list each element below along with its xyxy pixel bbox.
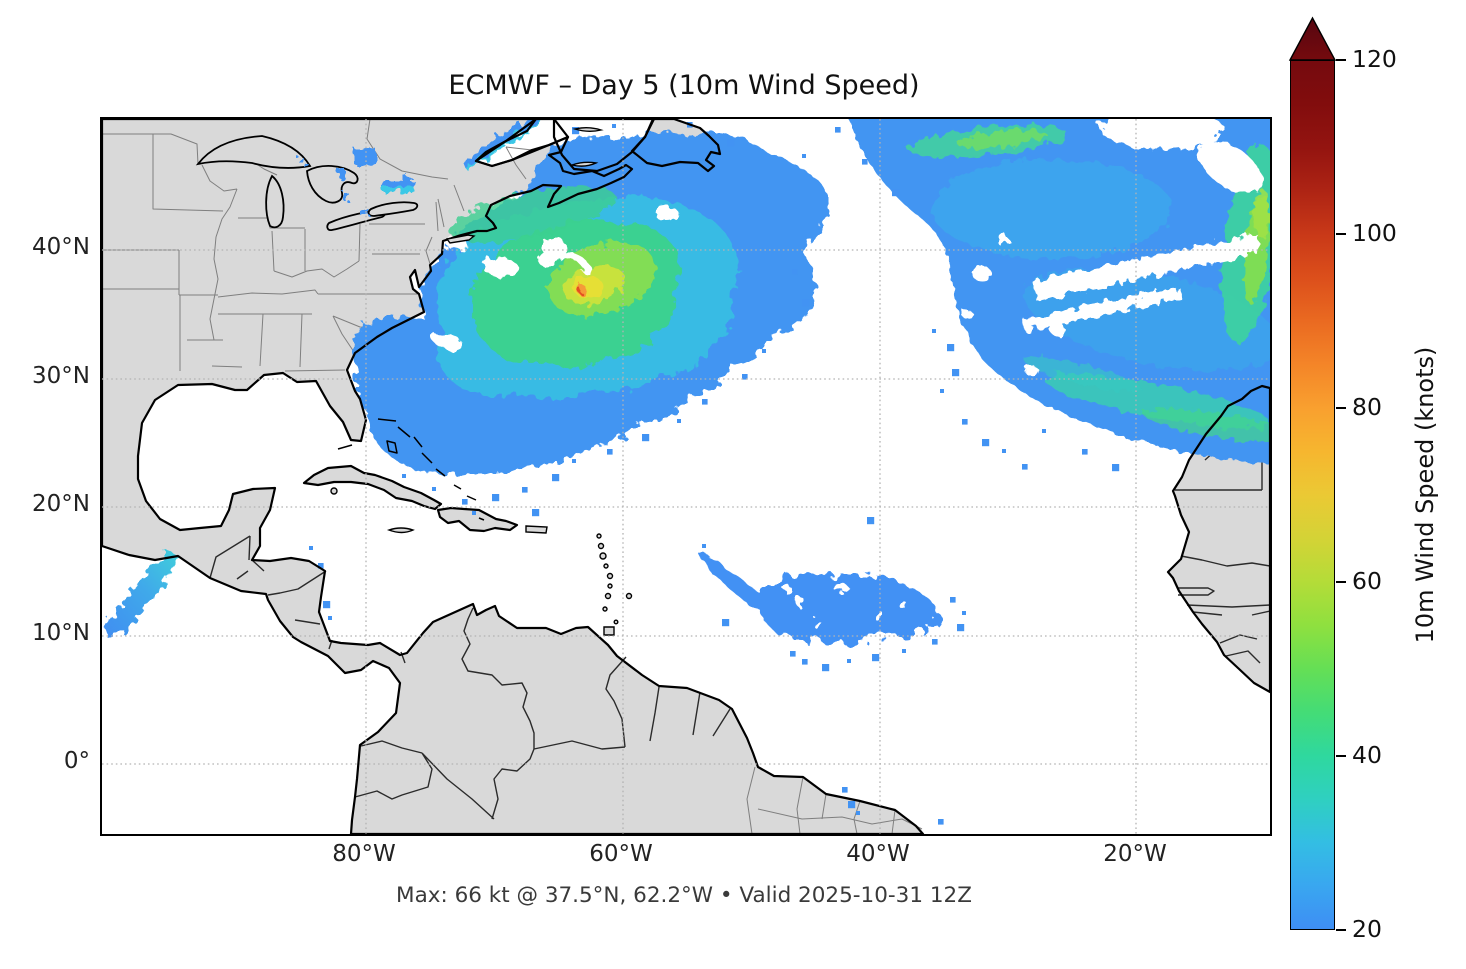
wind-northeast-atlantic — [848, 119, 1270, 464]
island-anticosti — [574, 127, 602, 132]
colorbar-tick — [1336, 407, 1346, 409]
wind-tehuantepec-jet — [104, 551, 181, 639]
map-canvas — [102, 119, 1270, 834]
colorbar-tick-label: 100 — [1352, 219, 1397, 247]
lat-tick-label: 20°N — [32, 491, 90, 517]
lon-tick-label: 80°W — [332, 841, 396, 867]
island-trinidad — [603, 626, 615, 636]
colorbar-gradient — [1290, 60, 1335, 930]
lat-tick-label: 30°N — [32, 363, 90, 389]
lat-tick-label: 10°N — [32, 620, 90, 646]
colorbar-tick — [1336, 755, 1346, 757]
wind-speckles — [309, 122, 1120, 825]
coastlines — [102, 119, 1270, 834]
colorbar-tick-label: 40 — [1352, 741, 1382, 769]
island-puerto-rico — [525, 525, 548, 534]
lat-tick-label: 40°N — [32, 234, 90, 260]
colorbar-tick-label: 80 — [1352, 393, 1382, 421]
colorbar-axis-label-text: 10m Wind Speed (knots) — [1411, 346, 1439, 644]
lake-michigan — [265, 174, 285, 229]
chart-title: ECMWF – Day 5 (10m Wind Speed) — [448, 70, 920, 101]
map-panel — [100, 117, 1272, 836]
lat-tick-label: 0° — [63, 748, 90, 774]
gridlines — [102, 119, 1270, 834]
colorbar-arrow-icon — [1288, 16, 1337, 61]
st-lawrence-estuary — [476, 119, 568, 166]
colorbar-tick — [1336, 581, 1346, 583]
colorbar-tick — [1336, 59, 1346, 61]
islands-lesser-antilles — [596, 533, 633, 625]
wind-west-atlantic — [353, 132, 829, 476]
wind-tropical-atlantic — [696, 551, 938, 644]
islands-bahamas — [337, 418, 485, 521]
lon-tick-label: 40°W — [846, 841, 910, 867]
colorbar-tick — [1336, 929, 1346, 931]
lon-tick-label: 60°W — [589, 841, 653, 867]
caption: Max: 66 kt @ 37.5°N, 62.2°W • Valid 2025… — [396, 883, 972, 908]
state-borders — [102, 119, 923, 834]
lake-ontario — [367, 201, 419, 217]
country-borders — [209, 369, 1270, 820]
colorbar-tick-label: 60 — [1352, 567, 1382, 595]
lon-tick-label: 20°W — [1103, 841, 1167, 867]
colorbar-tick-label: 120 — [1352, 45, 1397, 73]
colorbar-tick-label: 20 — [1352, 915, 1382, 943]
colorbar-tick — [1336, 233, 1346, 235]
island-jamaica — [388, 527, 414, 534]
